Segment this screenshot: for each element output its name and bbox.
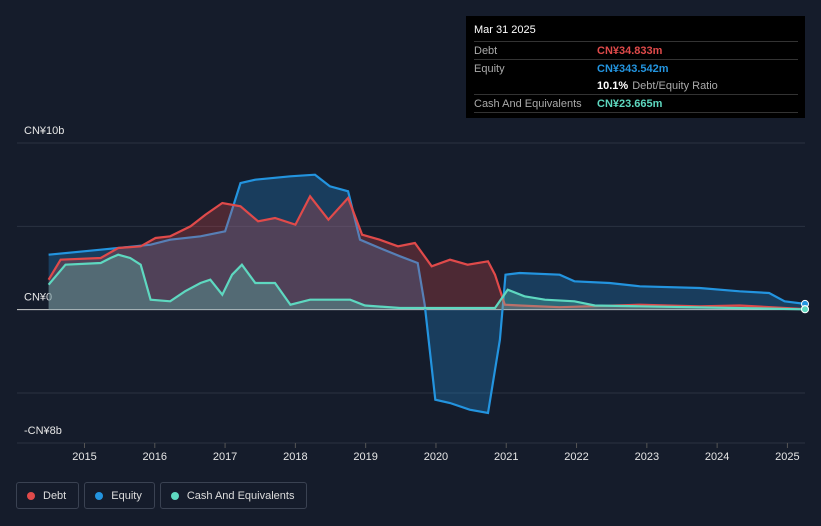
y-tick-label: CN¥0 [24, 292, 52, 304]
line [48, 173, 805, 415]
tooltip-label: Cash And Equivalents [474, 97, 582, 110]
x-tick-label: 2017 [213, 451, 237, 463]
tooltip-row: Debt CN¥34.833m [474, 41, 798, 59]
x-tick-label: 2018 [283, 451, 307, 463]
x-tick-label: 2019 [353, 451, 377, 463]
y-tick-label: -CN¥8b [24, 425, 62, 437]
legend-swatch [95, 491, 104, 500]
tooltip-label: Equity [474, 62, 505, 75]
tooltip-value: 10.1% [597, 79, 629, 92]
x-tick-label: 2021 [494, 451, 518, 463]
tooltip-value: CN¥343.542m [597, 62, 669, 75]
tooltip-note: Debt/Equity Ratio [632, 79, 718, 92]
x-tick-label: 2024 [705, 451, 729, 463]
tooltip-date: Mar 31 2025 [474, 24, 536, 36]
tooltip-value: CN¥23.665m [597, 97, 663, 110]
legend-label: Equity [111, 489, 142, 502]
x-tick-label: 2015 [72, 451, 96, 463]
tooltip-label: Debt [474, 44, 498, 57]
x-tick-label: 2020 [424, 451, 448, 463]
x-tick-label: 2025 [775, 451, 799, 463]
x-tick-label: 2023 [635, 451, 659, 463]
y-tick-label: CN¥10b [24, 125, 64, 137]
legend-swatch [170, 491, 179, 500]
tooltip-value: CN¥34.833m [597, 44, 663, 57]
tooltip-row: Equity CN¥343.542m [474, 59, 798, 77]
legend-item[interactable]: Cash And Equivalents [159, 482, 308, 509]
legend-item[interactable]: Equity [84, 482, 155, 509]
legend-label: Debt [43, 489, 67, 502]
line [47, 194, 805, 311]
area [48, 196, 805, 310]
area [48, 174, 805, 413]
x-tick-label: 2016 [143, 451, 167, 463]
legend: Debt Equity Cash And Equivalents [16, 482, 308, 509]
tooltip-row: 10.1% Debt/Equity Ratio [474, 77, 798, 94]
legend-label: Cash And Equivalents [186, 489, 295, 502]
end-point [801, 305, 809, 314]
line [47, 253, 805, 311]
x-tick-label: 2022 [564, 451, 588, 463]
legend-item[interactable]: Debt [16, 482, 80, 509]
legend-swatch [27, 491, 35, 500]
tooltip-row: Cash And Equivalents CN¥23.665m [474, 94, 798, 113]
tooltip: Mar 31 2025 Debt CN¥34.833m Equity CN¥34… [466, 16, 805, 118]
area [48, 254, 805, 310]
